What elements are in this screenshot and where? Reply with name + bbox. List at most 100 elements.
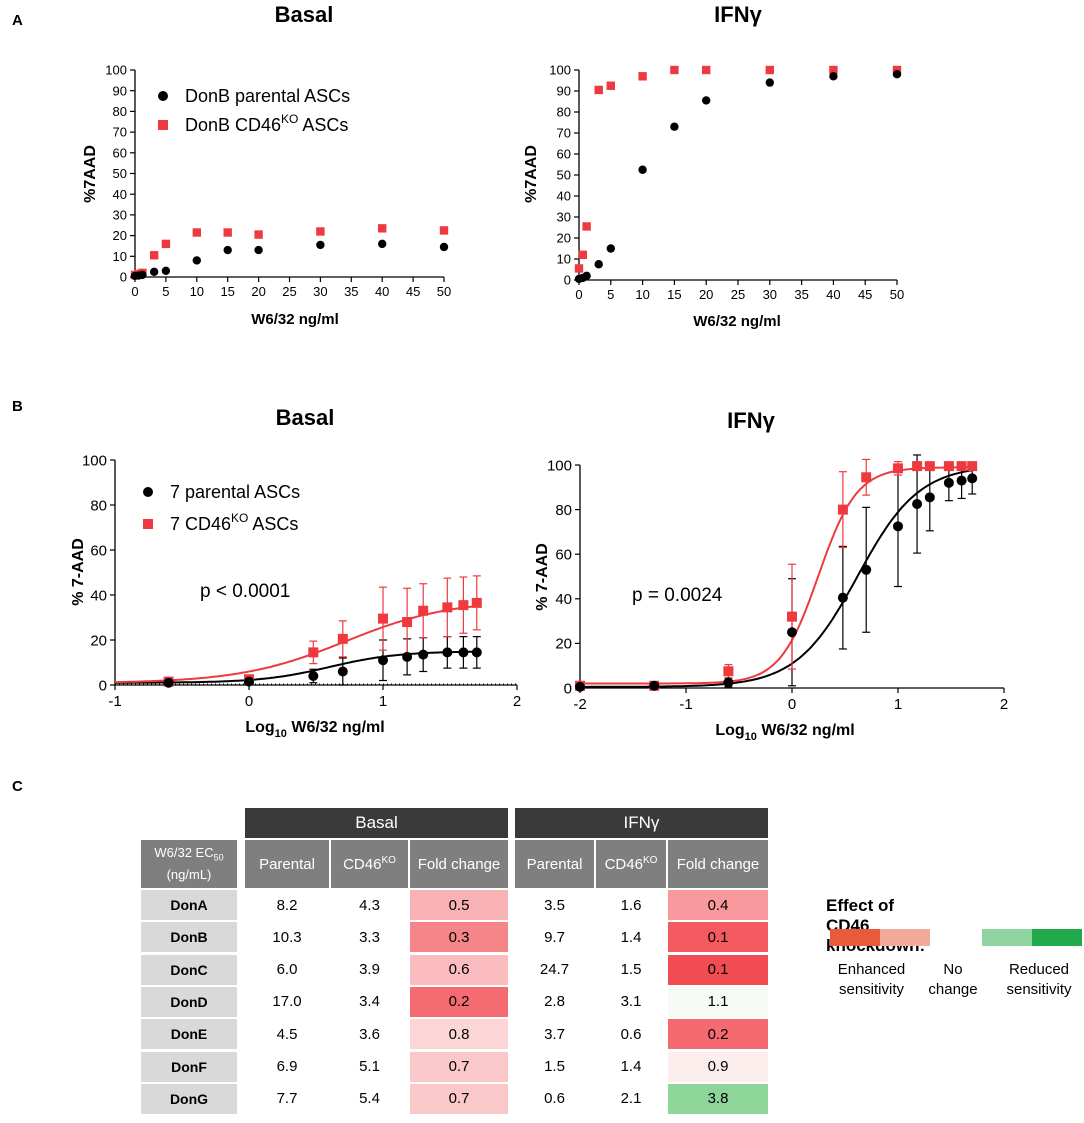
corner-label-main: W6/32 EC xyxy=(154,844,214,860)
chart-a-ifng: IFNγ 0 5 10 15 20 25 30 35 40 45 50 0 10 20 30 40 50 60 70 8… xyxy=(523,2,904,330)
legend-label-text: DonB parental ASCs xyxy=(185,86,350,106)
legend-title: Effect of CD46 knockdown: xyxy=(826,896,925,955)
y-tick-label: 40 xyxy=(555,591,572,608)
data-point xyxy=(967,473,978,484)
header-label-sup: KO xyxy=(642,855,658,866)
ifng-cell: 0.6 xyxy=(620,1025,642,1043)
y-axis-label: %7AAD xyxy=(82,145,99,203)
corner-label-sub: 50 xyxy=(213,852,224,863)
x-axis-label-log: Log xyxy=(715,722,744,739)
x-tick-label: 35 xyxy=(344,284,358,299)
data-point xyxy=(861,472,872,483)
legend-marker xyxy=(143,487,153,497)
ifng-cell: 1.4 xyxy=(620,928,642,946)
data-point xyxy=(723,677,734,688)
y-tick-label: 60 xyxy=(113,145,127,160)
legend-label: DonB parental ASCs xyxy=(185,86,350,106)
legend-marker xyxy=(143,519,153,529)
data-point xyxy=(829,65,838,75)
x-tick-label: 2 xyxy=(513,693,521,710)
ifng-cell: 24.7 xyxy=(539,961,570,979)
data-point xyxy=(582,222,591,231)
data-point xyxy=(837,592,848,603)
x-tick-label: 0 xyxy=(245,693,253,710)
x-tick-label: 5 xyxy=(162,284,169,299)
data-point xyxy=(378,613,388,624)
legend-label-line: sensitivity xyxy=(838,981,905,998)
data-point xyxy=(861,564,872,575)
x-tick-label: 5 xyxy=(607,287,614,302)
basal-cell: 10.3 xyxy=(272,928,302,946)
legend-label: Enhanced sensitivity xyxy=(824,960,919,1000)
header-label: CD46KO xyxy=(343,855,396,873)
x-tick-label: 40 xyxy=(826,287,840,302)
legend-label: 7 CD46KO ASCs xyxy=(170,511,298,534)
y-tick-label: 40 xyxy=(113,187,127,202)
data-point xyxy=(337,666,348,677)
corner-label-line1: W6/32 EC50 xyxy=(154,844,223,867)
panel-label-b: B xyxy=(12,398,23,415)
row-name-DonF: DonF xyxy=(141,1051,237,1082)
data-point xyxy=(402,651,413,662)
y-tick-label: 0 xyxy=(564,273,571,288)
x-axis-label: W6/32 ng/ml xyxy=(251,311,339,328)
basal-cell: 0.2 xyxy=(410,986,508,1017)
x-tick-label: 1 xyxy=(894,696,902,713)
data-point xyxy=(378,239,387,249)
data-point xyxy=(723,666,734,677)
basal-cell: 17.0 xyxy=(272,993,302,1011)
x-axis-label-sub: 10 xyxy=(745,731,757,743)
data-point xyxy=(892,70,902,79)
data-point xyxy=(442,602,453,613)
y-tick-label: 20 xyxy=(555,636,572,653)
data-point xyxy=(956,475,967,486)
x-tick-label: 1 xyxy=(379,693,387,710)
y-tick-label: 10 xyxy=(557,252,571,267)
row-name-DonC: DonC xyxy=(141,954,237,985)
x-tick-label: 0 xyxy=(575,287,582,302)
y-tick-label: 30 xyxy=(557,210,571,225)
basal-cell: 5.4 xyxy=(359,1090,380,1108)
legend-label-suffix: ASCs xyxy=(248,514,298,534)
fit-curve xyxy=(115,650,479,684)
data-point xyxy=(702,65,711,75)
data-point xyxy=(378,224,387,233)
legend-label-line: sensitivity xyxy=(1006,981,1072,998)
x-tick-label: 45 xyxy=(858,287,872,302)
corner-label-unit: (ng/mL) xyxy=(166,867,212,883)
basal-cell: 0.7 xyxy=(410,1083,508,1114)
basal-cell: 0.8 xyxy=(410,1019,508,1050)
data-point xyxy=(316,240,325,250)
chart-a-basal: Basal 0 5 10 15 20 25 30 35 40 45 50 0 10 20 30 40 50 60 70… xyxy=(82,2,451,328)
ifng-cell: 1.5 xyxy=(620,961,642,979)
ifng-cell: 0.1 xyxy=(668,922,768,953)
basal-cell: 4.5 xyxy=(276,1025,298,1043)
y-tick-label: 20 xyxy=(557,231,571,246)
y-tick-label: 60 xyxy=(557,147,571,162)
data-point xyxy=(638,72,647,81)
row-name-DonD: DonD xyxy=(141,986,237,1017)
data-point xyxy=(912,499,923,510)
data-point xyxy=(308,671,319,681)
data-point xyxy=(337,633,348,644)
x-tick-label: 50 xyxy=(437,284,451,299)
data-point xyxy=(829,72,838,81)
y-tick-label: 50 xyxy=(113,166,127,181)
data-point xyxy=(956,461,967,472)
chart-title: Basal xyxy=(276,405,335,430)
y-tick-label: 70 xyxy=(557,126,571,141)
column-header-basal-1: CD46KO xyxy=(331,840,408,888)
legend-label-line: change xyxy=(928,981,978,998)
basal-cell: 3.9 xyxy=(359,961,380,979)
y-tick-label: 0 xyxy=(120,270,127,285)
legend-label-sup: KO xyxy=(281,112,298,126)
ifng-cell: 3.1 xyxy=(620,993,642,1011)
basal-cell: 6.9 xyxy=(276,1058,298,1075)
ifng-cell: 0.2 xyxy=(668,1019,768,1050)
data-point xyxy=(582,271,591,280)
y-tick-label: 100 xyxy=(547,457,572,474)
x-tick-label: 40 xyxy=(375,284,389,299)
fit-curve xyxy=(580,466,975,685)
